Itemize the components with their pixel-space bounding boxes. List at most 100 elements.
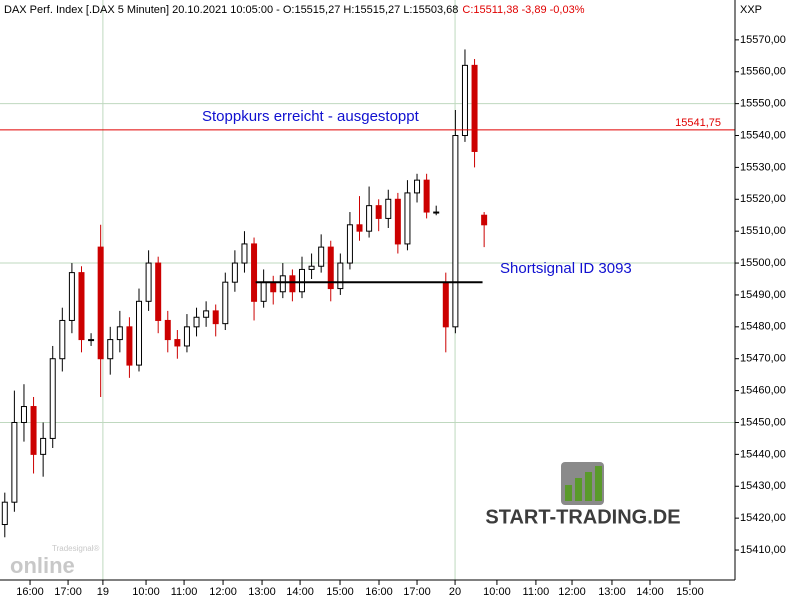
candle-body xyxy=(78,272,85,341)
y-tick-label: 15540,00 xyxy=(740,129,786,141)
y-tick-label: 15410,00 xyxy=(740,544,786,556)
candle-body xyxy=(30,406,37,455)
candle-body xyxy=(241,243,248,264)
candle-body xyxy=(260,281,267,302)
candle-body xyxy=(279,275,286,293)
candle-body xyxy=(471,64,478,152)
x-tick-label: 11:00 xyxy=(171,586,198,598)
header: DAX Perf. Index [.DAX 5 Minuten] 20.10.2… xyxy=(4,4,585,16)
y-tick-label: 15470,00 xyxy=(740,353,786,365)
candle-body xyxy=(423,179,430,213)
y-tick-label: 15450,00 xyxy=(740,416,786,428)
candle-body xyxy=(212,310,219,325)
x-tick-label: 16:00 xyxy=(365,586,393,598)
candle-body xyxy=(136,300,143,366)
x-tick-label: 14:00 xyxy=(636,586,664,598)
candle-body xyxy=(414,179,421,194)
candle-body xyxy=(346,224,353,264)
candle-body xyxy=(222,281,229,325)
candle-body xyxy=(337,262,344,290)
y-axis-label: XXP xyxy=(740,4,762,16)
candle-body xyxy=(164,319,171,341)
candle-body xyxy=(289,275,296,293)
candle-body xyxy=(270,281,277,293)
candle-body xyxy=(1,501,8,526)
candle-body xyxy=(461,64,468,137)
logo-bar xyxy=(575,478,582,501)
x-tick-label: 10:00 xyxy=(132,586,160,598)
candle-body xyxy=(442,281,449,328)
x-tick-label: 15:00 xyxy=(326,586,354,598)
y-tick-label: 15570,00 xyxy=(740,34,786,46)
candle-body xyxy=(385,198,392,219)
logo-bar xyxy=(565,485,572,501)
candle-body xyxy=(366,205,373,232)
candle-body xyxy=(394,198,401,245)
candle-body xyxy=(318,246,325,267)
candle-body xyxy=(107,339,114,360)
header-info: DAX Perf. Index [.DAX 5 Minuten] 20.10.2… xyxy=(4,4,458,16)
x-tick-label: 12:00 xyxy=(209,586,237,598)
vendor-sub: Tradesignal® xyxy=(52,544,100,553)
y-tick-label: 15490,00 xyxy=(740,289,786,301)
x-tick-label: 16:00 xyxy=(16,586,44,598)
candle-body xyxy=(59,319,66,360)
candle-body xyxy=(97,246,104,360)
x-tick-label: 14:00 xyxy=(286,586,314,598)
candle-body xyxy=(356,224,363,232)
candle-body xyxy=(193,316,200,328)
y-tick-label: 15420,00 xyxy=(740,512,786,524)
candle-body xyxy=(203,310,210,318)
y-tick-label: 15430,00 xyxy=(740,480,786,492)
candle-body xyxy=(452,135,459,328)
candle-body xyxy=(145,262,152,302)
candle-body xyxy=(68,272,75,321)
candle-body xyxy=(155,262,162,321)
vendor-logo: online xyxy=(10,553,75,578)
x-tick-label: 13:00 xyxy=(248,586,276,598)
site-watermark: START-TRADING.DE xyxy=(485,506,680,528)
candle-body xyxy=(88,339,95,342)
branding: START-TRADING.DE online Tradesignal® xyxy=(10,462,681,578)
x-tick-label: 12:00 xyxy=(558,586,586,598)
candle-body xyxy=(481,214,488,226)
x-tick-label: 13:00 xyxy=(598,586,626,598)
candle-body xyxy=(404,192,411,245)
x-tick-label: 15:00 xyxy=(676,586,704,598)
y-tick-label: 15460,00 xyxy=(740,385,786,397)
y-tick-label: 15530,00 xyxy=(740,161,786,173)
x-tick-label: 20 xyxy=(449,586,461,598)
candle-body xyxy=(174,339,181,347)
x-tick-label: 19 xyxy=(97,586,109,598)
x-tick-label: 17:00 xyxy=(403,586,431,598)
stop-line-label: 15541,75 xyxy=(675,117,721,129)
x-tick-label: 11:00 xyxy=(523,586,550,598)
candle-body xyxy=(40,437,47,455)
y-tick-label: 15560,00 xyxy=(740,66,786,78)
candle-body xyxy=(11,421,18,503)
candle-body xyxy=(126,326,133,366)
candle-body xyxy=(49,358,56,439)
annotation: Shortsignal ID 3093 xyxy=(500,260,632,277)
candle-body xyxy=(433,211,440,214)
candle-body xyxy=(298,268,305,293)
candle-body xyxy=(308,265,315,270)
candle-body xyxy=(183,326,190,347)
header-change: C:15511,38 -3,89 -0,03% xyxy=(462,4,584,16)
y-tick-label: 15480,00 xyxy=(740,321,786,333)
annotation: Stoppkurs erreicht - ausgestoppt xyxy=(202,108,420,125)
y-tick-label: 15520,00 xyxy=(740,193,786,205)
y-tick-label: 15440,00 xyxy=(740,448,786,460)
candle-body xyxy=(251,243,258,302)
x-tick-label: 10:00 xyxy=(483,586,511,598)
x-tick-label: 17:00 xyxy=(54,586,82,598)
candle-body xyxy=(375,205,382,219)
logo-bar xyxy=(595,466,602,501)
y-tick-label: 15550,00 xyxy=(740,98,786,110)
y-tick-label: 15510,00 xyxy=(740,225,786,237)
candle-body xyxy=(116,326,123,341)
candle-body xyxy=(231,262,238,283)
candle-body xyxy=(20,406,27,423)
